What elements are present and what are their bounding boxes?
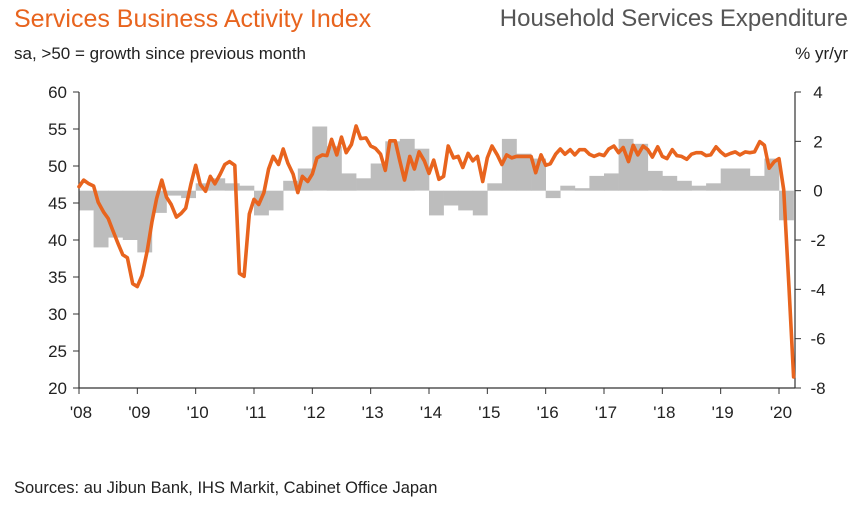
bar xyxy=(676,180,692,191)
x-axis-tick-label: '12 xyxy=(303,403,325,422)
chart-title-left: Services Business Activity Index xyxy=(14,5,372,33)
left-axis-tick-label: 30 xyxy=(48,305,67,324)
right-axis-subtitle: % yr/yr xyxy=(795,44,848,63)
bar xyxy=(472,190,488,216)
left-axis-tick-label: 35 xyxy=(48,268,67,287)
bar xyxy=(443,190,459,206)
x-axis-tick-label: '09 xyxy=(128,403,150,422)
bar xyxy=(93,190,109,248)
bar xyxy=(749,175,765,191)
bar xyxy=(706,183,721,191)
right-axis-tick-label: -8 xyxy=(810,379,825,398)
bar xyxy=(720,168,736,191)
x-axis-tick-label: '16 xyxy=(537,403,559,422)
bar xyxy=(429,190,444,216)
right-axis-tick-label: 2 xyxy=(813,132,822,151)
bar xyxy=(268,190,284,211)
x-axis-tick-label: '08 xyxy=(70,403,92,422)
left-axis-tick-label: 25 xyxy=(48,342,67,361)
bar xyxy=(516,153,532,191)
bar xyxy=(239,185,255,191)
left-axis-tick-label: 60 xyxy=(48,83,67,102)
bar xyxy=(691,185,707,191)
line-series-business-activity xyxy=(77,124,796,379)
chart-title-right: Household Services Expenditure xyxy=(499,5,848,32)
bar xyxy=(122,190,138,240)
source-note: Sources: au Jibun Bank, IHS Markit, Cabi… xyxy=(14,479,438,497)
x-axis-tick-label: '18 xyxy=(653,403,675,422)
bar xyxy=(487,183,503,191)
x-axis-tick-label: '10 xyxy=(187,403,209,422)
bar xyxy=(574,188,590,191)
bar xyxy=(254,190,269,216)
x-axis-tick-label: '19 xyxy=(712,403,734,422)
bar xyxy=(166,190,182,196)
x-axis-tick-label: '17 xyxy=(595,403,617,422)
bar xyxy=(312,126,328,191)
bar xyxy=(735,168,751,191)
right-axis-tick-label: 0 xyxy=(813,182,822,201)
right-axis-tick-label: -2 xyxy=(810,231,825,250)
right-axis-tick-label: -6 xyxy=(810,330,825,349)
bar xyxy=(662,175,678,191)
bar xyxy=(545,190,561,199)
bar xyxy=(224,183,240,191)
bar xyxy=(79,190,94,211)
left-axis-tick-label: 40 xyxy=(48,231,67,250)
left-axis-tick-label: 55 xyxy=(48,120,67,139)
right-axis-tick-label: -4 xyxy=(810,280,825,299)
bar-series-household-expenditure xyxy=(79,126,794,253)
bar xyxy=(501,138,517,191)
x-axis-tick-label: '20 xyxy=(770,403,792,422)
left-axis-tick-label: 50 xyxy=(48,157,67,176)
x-axis-tick-label: '14 xyxy=(420,403,442,422)
bar xyxy=(108,190,124,238)
bar xyxy=(647,170,663,191)
left-axis-tick-label: 45 xyxy=(48,194,67,213)
left-axis-subtitle: sa, >50 = growth since previous month xyxy=(14,44,306,63)
bar xyxy=(458,190,474,211)
bar xyxy=(604,173,619,191)
bar xyxy=(283,180,299,191)
x-axis-tick-label: '15 xyxy=(478,403,500,422)
left-axis-tick-label: 20 xyxy=(48,379,67,398)
bar xyxy=(356,178,371,191)
bar xyxy=(341,173,357,191)
chart-axes: 20 25 30 35 40 45 50 55 60 -8 -6 -4 -2 0 2 4 '08 '09 '10 '1… xyxy=(48,83,825,422)
bar xyxy=(589,175,605,191)
x-axis-tick-label: '13 xyxy=(362,403,384,422)
business-activity-line xyxy=(77,124,796,379)
x-axis-tick-label: '11 xyxy=(246,403,267,422)
bar xyxy=(326,146,342,191)
bar xyxy=(370,163,386,191)
right-axis-tick-label: 4 xyxy=(813,83,822,102)
bar xyxy=(560,185,576,191)
